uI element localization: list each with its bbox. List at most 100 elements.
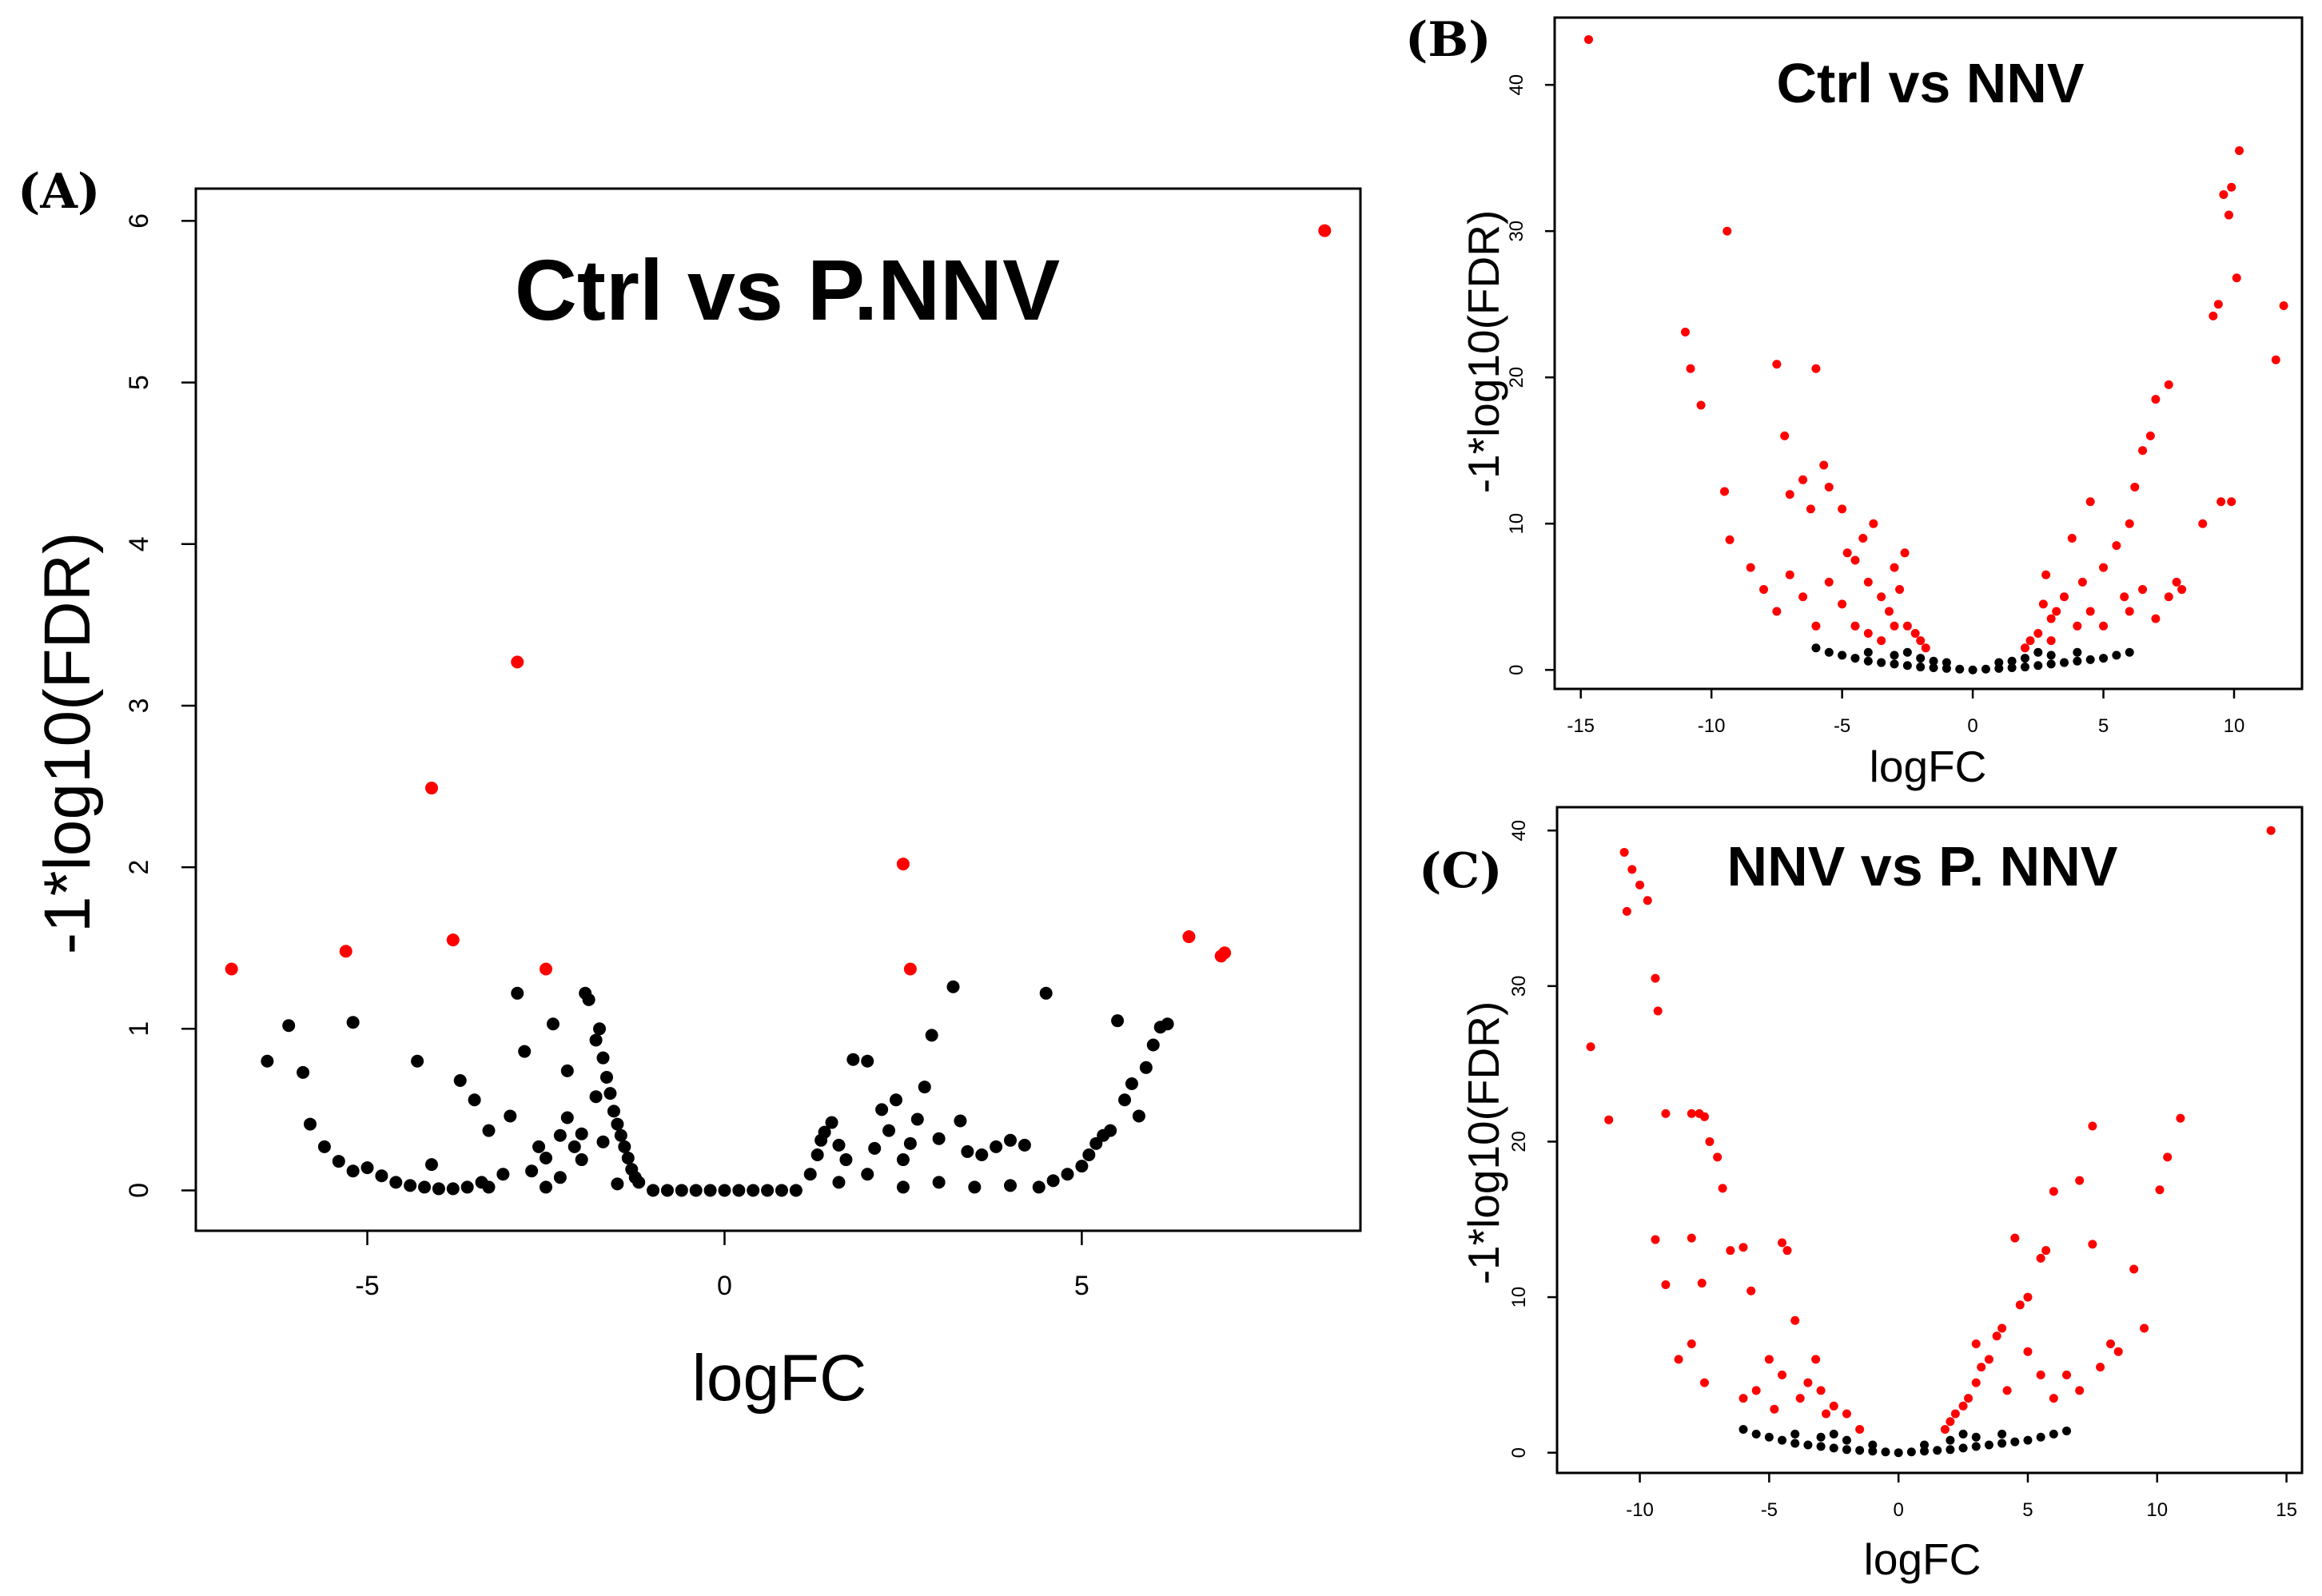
- panel-a-ns-point-115: [747, 1184, 760, 1197]
- panel-c-x-tick-label-0: -10: [1626, 1499, 1654, 1521]
- panel-a-ns-point-25: [546, 1017, 560, 1031]
- panel-c-letter: (C): [1419, 843, 1503, 899]
- panel-c-sig-point-46: [2129, 1264, 2139, 1274]
- panel-a-ns-point-80: [954, 1114, 967, 1128]
- panel-a-ns-point-41: [621, 1152, 635, 1165]
- panel-a-ns-point-51: [553, 1171, 567, 1184]
- panel-c-ns-point-34: [1829, 1429, 1838, 1439]
- panel-a-sig-point-8: [903, 962, 917, 976]
- panel-a-ns-point-56: [703, 1184, 717, 1197]
- panel-b-ns-point-8: [1916, 663, 1926, 672]
- panel-a-y-axis-label: -1*log10(FDR): [31, 532, 104, 955]
- panel-c-ns-point-16: [1946, 1445, 1955, 1455]
- panel-a-ns-point-16: [411, 1054, 424, 1068]
- panel-a-ns-point-22: [511, 986, 524, 1000]
- panel-c-sig-point-74: [2002, 1386, 2012, 1395]
- panel-c-sig-point-49: [2088, 1240, 2097, 1249]
- panel-b-ns-point-17: [2033, 661, 2043, 671]
- panel-b-sig-point-22: [1869, 519, 1878, 528]
- panel-a-ns-point-3: [346, 1016, 360, 1029]
- panel-b-sig-point-1: [1723, 226, 1732, 236]
- panel-c-sig-point-27: [1764, 1355, 1774, 1364]
- panel-c-sig-point-42: [1811, 1355, 1821, 1364]
- panel-c-sig-point-6: [1651, 973, 1660, 983]
- panel-c-sig-point-18: [1661, 1280, 1671, 1290]
- panel-c-sig-point-45: [2155, 1185, 2165, 1195]
- panel-a-ns-point-98: [1139, 1061, 1153, 1074]
- panel-b-ns-point-11: [1955, 664, 1965, 674]
- panel-b-sig-point-38: [1785, 570, 1794, 579]
- panel-b-sig-point-9: [1772, 607, 1782, 616]
- panel-b-sig-point-36: [1877, 636, 1886, 646]
- panel-c-sig-point-38: [1751, 1386, 1761, 1395]
- panel-b-sig-point-67: [2046, 614, 2056, 623]
- panel-c-ns-point-9: [1855, 1446, 1865, 1455]
- panel-b-sig-point-70: [2025, 636, 2035, 646]
- panel-b-sig-point-64: [2067, 534, 2077, 543]
- panel-b-sig-point-35: [1890, 621, 1899, 631]
- panel-c-sig-point-1: [1619, 847, 1629, 857]
- panel-c-ns-point-25: [2062, 1426, 2072, 1435]
- panel-a-ns-point-6: [332, 1155, 345, 1168]
- panel-b-sig-point-27: [1902, 621, 1912, 631]
- panel-a-ns-point-86: [1039, 986, 1053, 1000]
- panel-a-ns-point-21: [504, 1109, 517, 1123]
- panel-b-ns-point-24: [2125, 647, 2134, 657]
- panel-b-plot-frame: [1553, 16, 2304, 691]
- panel-a-ns-point-2: [297, 1065, 310, 1079]
- panel-b-y-tick-label-2: 20: [1506, 367, 1527, 388]
- panel-a-ns-point-107: [896, 1180, 910, 1194]
- panel-b-sig-point-61: [2099, 563, 2109, 572]
- panel-a-ns-point-14: [446, 1182, 460, 1196]
- panel-b-x-tick-label-3: 0: [1967, 715, 1977, 737]
- panel-a-ns-point-109: [611, 1177, 624, 1191]
- panel-b-ns-point-0: [1811, 643, 1821, 653]
- panel-a-ns-point-64: [825, 1116, 838, 1129]
- panel-b-sig-point-77: [2151, 614, 2161, 623]
- panel-c-sig-point-69: [2096, 1363, 2105, 1372]
- panel-a-ns-point-36: [603, 1087, 617, 1100]
- panel-b-sig-point-55: [2151, 395, 2161, 404]
- panel-a-ns-point-15: [460, 1180, 474, 1194]
- panel-a-ns-point-61: [811, 1148, 824, 1161]
- panel-c-sig-point-10: [1661, 1108, 1671, 1118]
- panel-a-sig-point-4: [225, 962, 238, 976]
- panel-c-ns-point-3: [1778, 1435, 1787, 1445]
- panel-c-sig-point-25: [1782, 1246, 1792, 1256]
- panel-c-sig-point-48: [2088, 1121, 2097, 1131]
- panel-c-ns-point-17: [1958, 1443, 1968, 1453]
- panel-a-sig-point-3: [896, 858, 910, 871]
- panel-c-sig-point-54: [2023, 1292, 2033, 1302]
- panel-c-sig-point-51: [2049, 1187, 2058, 1196]
- panel-a-ns-point-27: [560, 1064, 574, 1077]
- panel-b-sig-point-47: [2279, 301, 2288, 311]
- panel-a-ns-point-32: [589, 1033, 603, 1047]
- panel-a-ns-point-85: [1018, 1138, 1031, 1152]
- panel-a-ns-point-45: [525, 1164, 539, 1178]
- panel-c-sig-point-26: [1790, 1315, 1800, 1325]
- panel-a-ns-point-83: [990, 1140, 1003, 1153]
- panel-b-sig-point-0: [1584, 34, 1593, 44]
- panel-c-sig-point-57: [1997, 1323, 2007, 1333]
- panel-b-x-tick-label-5: 10: [2224, 715, 2245, 737]
- panel-c-ns-point-26: [1816, 1432, 1826, 1442]
- panel-a-ns-point-20: [482, 1124, 496, 1137]
- panel-c-y-tick-label-4: 40: [1508, 820, 1530, 842]
- panel-b-y-tick-label-4: 40: [1506, 74, 1527, 96]
- panel-c-ns-point-27: [1842, 1435, 1851, 1445]
- panel-a-ns-point-33: [593, 1022, 607, 1036]
- panel-b-ns-point-29: [2020, 654, 2029, 663]
- panel-c-sig-point-75: [1971, 1339, 1981, 1348]
- panel-b-sig-point-3: [1686, 364, 1695, 373]
- panel-c-ns-point-35: [1958, 1429, 1968, 1439]
- panel-b-sig-point-42: [2235, 146, 2244, 156]
- panel-a-ns-point-75: [910, 1112, 924, 1126]
- panel-c-sig-point-76: [2036, 1370, 2045, 1379]
- panel-b-sig-point-43: [2227, 182, 2236, 192]
- panel-a-ns-point-72: [889, 1093, 902, 1107]
- panel-c-plot-frame: [1555, 806, 2304, 1475]
- panel-c-sig-point-32: [1842, 1409, 1851, 1419]
- panel-c-sig-point-29: [1803, 1378, 1813, 1387]
- panel-c-sig-point-31: [1829, 1401, 1838, 1411]
- panel-a-title: Ctrl vs P.NNV: [515, 241, 1060, 338]
